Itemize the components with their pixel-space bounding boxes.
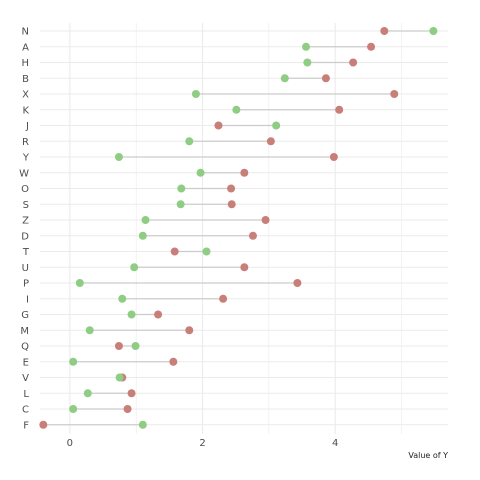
y-tick-label: M xyxy=(20,326,29,337)
y-tick-label: N xyxy=(22,27,29,38)
series2-point xyxy=(115,373,124,382)
series1-point xyxy=(367,42,376,51)
series1-point xyxy=(261,216,270,224)
segment-layer xyxy=(43,30,434,426)
y-tick-label: T xyxy=(22,247,30,258)
series2-point xyxy=(130,263,139,272)
series2-point xyxy=(185,137,194,146)
y-tick-label: U xyxy=(22,263,29,274)
series1-point xyxy=(240,168,249,177)
point-layer xyxy=(39,27,438,429)
y-tick-label: C xyxy=(22,405,29,416)
series1-point xyxy=(266,137,275,146)
series1-point xyxy=(123,405,132,413)
series1-point xyxy=(321,74,330,83)
y-tick-label: G xyxy=(21,310,29,321)
series1-point xyxy=(240,263,249,272)
y-tick-label: S xyxy=(23,200,29,211)
series1-point xyxy=(39,420,48,429)
series1-point xyxy=(170,247,179,256)
y-tick-label: E xyxy=(23,357,29,368)
series2-point xyxy=(138,420,147,429)
series2-point xyxy=(429,27,438,35)
series2-point xyxy=(141,216,150,224)
series1-point xyxy=(293,279,302,287)
series1-point xyxy=(335,105,344,114)
series2-point xyxy=(114,153,123,161)
y-tick-label: V xyxy=(22,373,29,384)
x-axis-title: Value of Y xyxy=(408,451,448,460)
series2-point xyxy=(138,231,147,240)
series2-point xyxy=(272,121,281,130)
series2-point xyxy=(69,405,78,413)
series2-point xyxy=(83,389,92,398)
y-tick-label: W xyxy=(19,168,29,179)
y-tick-label: H xyxy=(21,58,29,69)
y-tick-label: P xyxy=(23,279,29,290)
series2-point xyxy=(232,105,241,114)
series2-point xyxy=(280,74,289,83)
series2-point xyxy=(303,58,312,67)
y-tick-label: K xyxy=(22,105,29,116)
y-tick-label: I xyxy=(26,294,29,305)
series1-point xyxy=(349,58,358,67)
series2-point xyxy=(131,342,140,350)
series1-point xyxy=(390,90,399,98)
series1-point xyxy=(219,294,228,303)
x-tick-label: 4 xyxy=(332,438,338,449)
x-tick-label: 2 xyxy=(199,438,205,449)
series2-point xyxy=(196,168,205,177)
series2-point xyxy=(202,247,211,256)
series1-point xyxy=(154,310,163,319)
y-tick-label: Q xyxy=(21,342,29,353)
series2-point xyxy=(118,294,127,303)
series1-point xyxy=(127,389,136,398)
series2-point xyxy=(191,90,200,98)
y-tick-label: Y xyxy=(22,153,30,164)
y-tick-label: J xyxy=(25,121,29,132)
x-tick-labels: 0 2 4 xyxy=(67,438,339,449)
y-tick-label: B xyxy=(22,74,29,85)
y-tick-label: Z xyxy=(22,216,29,227)
y-tick-label: F xyxy=(23,420,29,431)
series1-point xyxy=(248,231,257,240)
x-tick-label: 0 xyxy=(67,438,73,449)
series2-point xyxy=(85,326,94,335)
y-tick-label: R xyxy=(22,137,29,148)
y-tick-label: X xyxy=(22,90,29,101)
series1-point xyxy=(227,200,236,209)
series2-point xyxy=(75,279,84,287)
series2-point xyxy=(176,200,185,209)
y-tick-label: L xyxy=(23,389,29,400)
series1-point xyxy=(380,27,389,35)
series2-point xyxy=(69,357,78,366)
y-tick-label: A xyxy=(22,42,29,53)
series1-point xyxy=(227,184,236,193)
y-tick-label: O xyxy=(21,184,29,195)
y-tick-label: D xyxy=(21,231,29,242)
series1-point xyxy=(114,342,123,350)
series2-point xyxy=(177,184,186,193)
series2-point xyxy=(127,310,136,319)
series1-point xyxy=(329,153,338,161)
grid-layer xyxy=(40,23,448,434)
series2-point xyxy=(302,42,311,51)
series1-point xyxy=(185,326,194,335)
series1-point xyxy=(214,121,223,130)
series1-point xyxy=(169,357,178,366)
